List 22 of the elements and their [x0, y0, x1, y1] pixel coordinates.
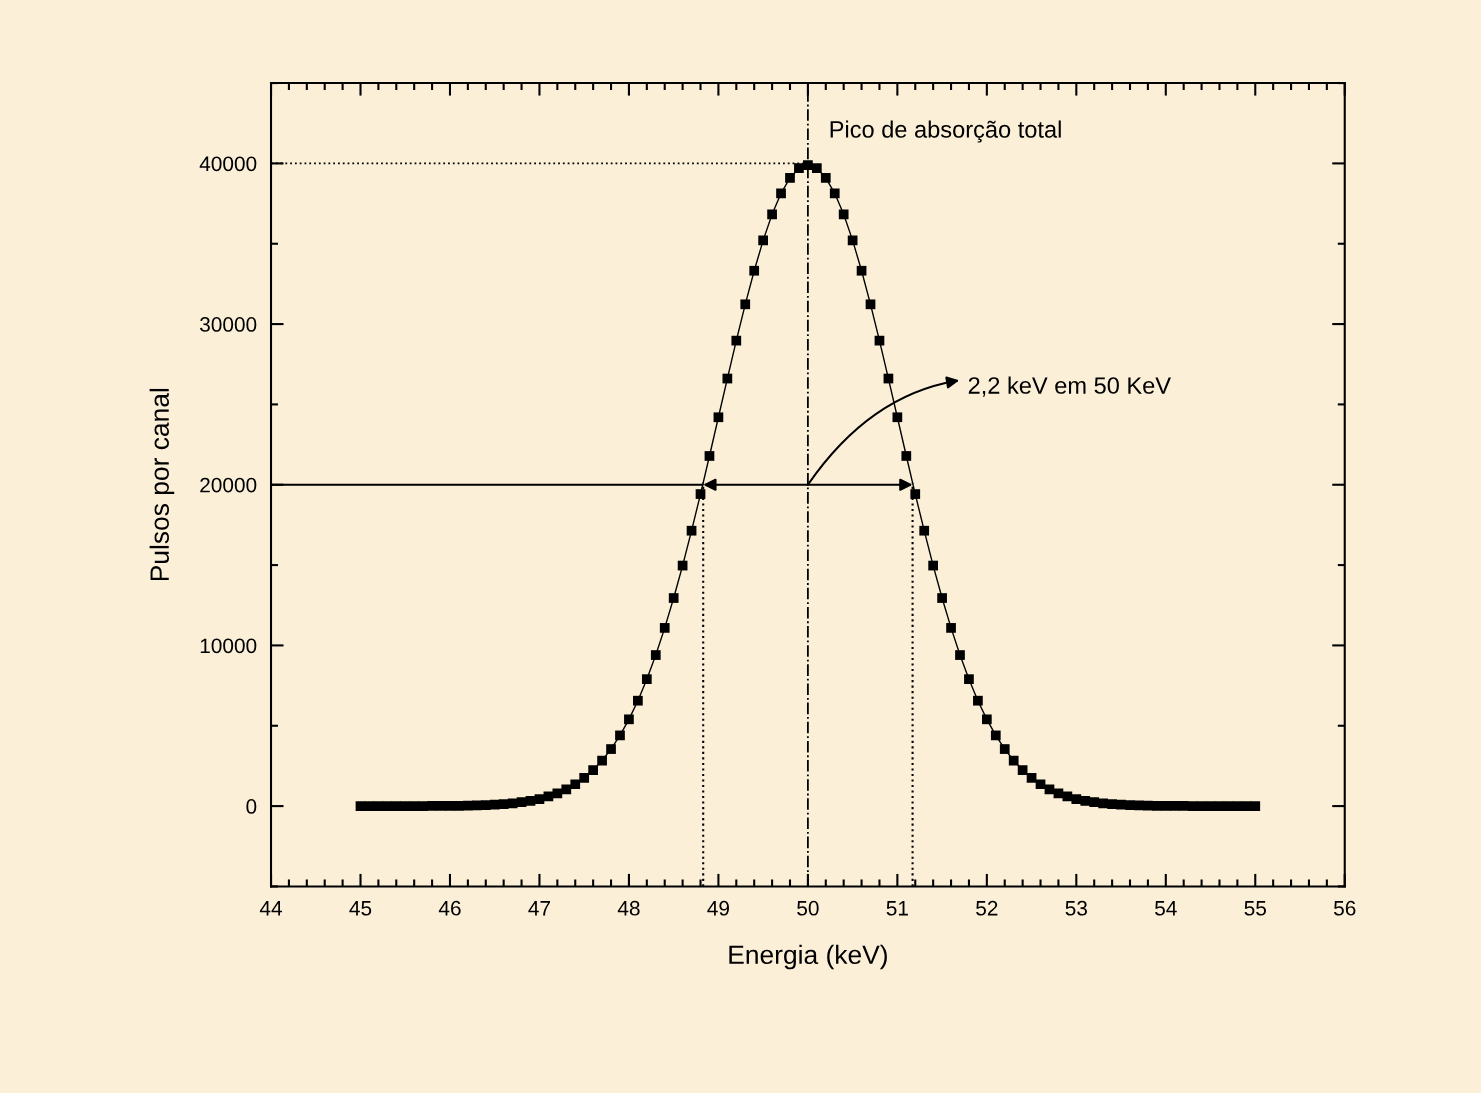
x-tick-label: 48	[617, 900, 640, 916]
x-tick-label: 44	[259, 901, 282, 916]
x-tick-label: 56	[1334, 900, 1356, 916]
x-tick-label: 46	[438, 900, 461, 916]
x-tick-label: 49	[707, 900, 730, 916]
x-tick-label: 54	[1155, 901, 1177, 916]
annotation: Pico de absorção total	[830, 120, 1061, 143]
x-tick-label: 55	[1244, 901, 1266, 916]
y-tick-label: 10000	[200, 638, 257, 654]
x-tick-label: 45	[349, 901, 372, 916]
x-tick-label: 50	[797, 900, 819, 916]
y-tick-label: 0	[246, 799, 257, 814]
y-tick-label: 30000	[200, 317, 257, 332]
y-tick-label: 40000	[199, 156, 257, 172]
x-axis-title: Energia (keV)	[729, 944, 887, 970]
x-tick-label: 53	[1065, 900, 1087, 916]
y-tick-label: 20000	[200, 477, 257, 493]
annotation: 2,2 keV em 50 KeV	[968, 376, 1171, 397]
x-tick-label: 52	[976, 900, 998, 916]
x-tick-label: 51	[886, 901, 908, 916]
y-axis-title: Pulsos por canal	[149, 388, 175, 581]
x-tick-label: 47	[528, 901, 550, 916]
